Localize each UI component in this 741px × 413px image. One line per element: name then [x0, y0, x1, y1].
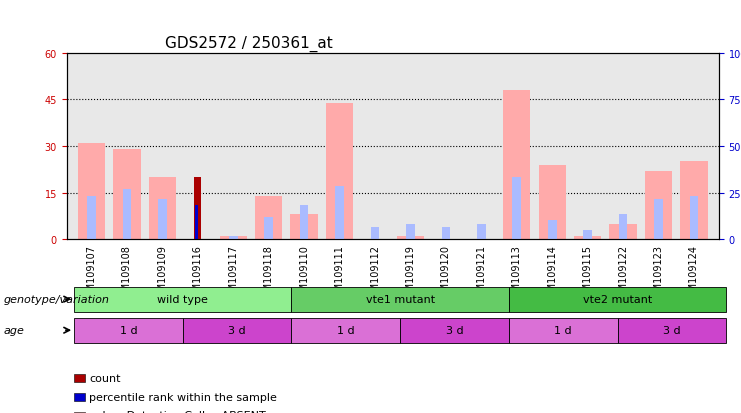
Text: count: count [89, 373, 121, 383]
Bar [300, 206, 308, 240]
Text: 1 d: 1 d [554, 325, 572, 335]
Bar [583, 230, 592, 240]
Text: age: age [4, 325, 24, 335]
Bar [219, 236, 247, 240]
Bar [619, 215, 628, 240]
Bar [290, 215, 318, 240]
Bar [78, 144, 105, 240]
Bar [513, 178, 521, 240]
Bar [548, 221, 556, 240]
Text: wild type: wild type [157, 294, 208, 304]
Bar [194, 178, 202, 240]
Bar [122, 190, 131, 240]
Bar [406, 224, 415, 240]
Text: percentile rank within the sample: percentile rank within the sample [89, 392, 277, 402]
Bar [149, 178, 176, 240]
Bar [113, 150, 141, 240]
Bar [442, 227, 451, 240]
Bar [196, 206, 198, 240]
Text: GDS2572 / 250361_at: GDS2572 / 250361_at [165, 36, 332, 52]
Bar [690, 196, 698, 240]
Bar [645, 171, 672, 240]
Bar [255, 196, 282, 240]
Bar [265, 218, 273, 240]
Text: 3 d: 3 d [663, 325, 681, 335]
Bar [680, 162, 708, 240]
Bar [326, 103, 353, 240]
Text: vte1 mutant: vte1 mutant [365, 294, 435, 304]
Bar [87, 196, 96, 240]
Bar [503, 91, 531, 240]
Bar [396, 236, 424, 240]
Bar [539, 165, 566, 240]
Bar [654, 199, 663, 240]
Bar [574, 236, 601, 240]
Text: 3 d: 3 d [445, 325, 463, 335]
Bar [335, 187, 344, 240]
Bar [370, 227, 379, 240]
Text: genotype/variation: genotype/variation [4, 294, 110, 304]
Text: 1 d: 1 d [119, 325, 137, 335]
Bar [229, 236, 238, 240]
Bar [158, 199, 167, 240]
Text: 1 d: 1 d [337, 325, 355, 335]
Text: vte2 mutant: vte2 mutant [583, 294, 652, 304]
Text: value, Detection Call = ABSENT: value, Detection Call = ABSENT [89, 411, 266, 413]
Text: 3 d: 3 d [228, 325, 246, 335]
Bar [609, 224, 637, 240]
Bar [477, 224, 485, 240]
